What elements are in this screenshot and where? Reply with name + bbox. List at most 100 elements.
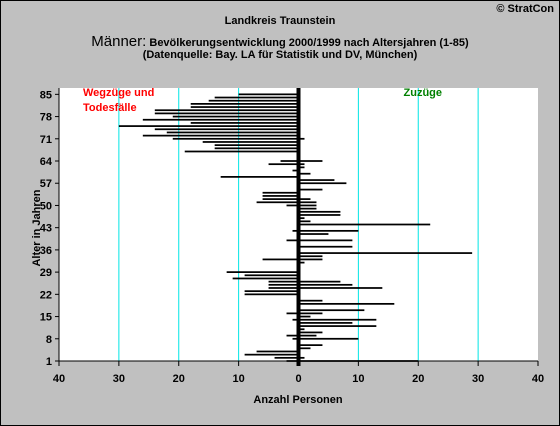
- inflow-bar: [298, 179, 335, 181]
- inflow-bar: [298, 229, 359, 232]
- y-tick-label: 1: [46, 356, 52, 368]
- x-tick-label: 0: [295, 373, 301, 385]
- inflow-bar: [298, 356, 305, 359]
- outflow-bar: [202, 141, 299, 143]
- x-tick-label: 20: [412, 373, 424, 385]
- inflow-bar: [298, 315, 311, 318]
- outflow-bar: [142, 134, 299, 137]
- x-tick-label: 30: [472, 373, 484, 385]
- outflow-bar: [292, 169, 299, 172]
- outflow-bar: [268, 163, 299, 166]
- y-tick-label: 15: [40, 312, 52, 324]
- x-axis-ticks: 40 30 20 10 0 10 20 30 40: [53, 360, 544, 385]
- outflow-bar: [256, 201, 299, 204]
- data-source-label: (Datenquelle: Bay. LA für Statistik und …: [142, 49, 418, 61]
- y-tick-label: 22: [40, 289, 52, 301]
- outflow-bar: [286, 239, 299, 242]
- outflow-bar: [172, 115, 299, 118]
- outflow-bar: [154, 128, 299, 131]
- inflow-bar: [298, 163, 305, 166]
- inflow-bar: [298, 239, 353, 242]
- outflow-bar: [274, 356, 299, 359]
- x-tick-label: 10: [352, 373, 364, 385]
- outflow-bar: [262, 258, 299, 261]
- inflow-bar: [298, 233, 329, 235]
- copyright-label: © StratCon: [496, 3, 554, 15]
- outflow-bar: [214, 144, 299, 147]
- inflow-bar: [298, 201, 317, 204]
- inflow-bar: [298, 322, 353, 324]
- inflow-bar: [298, 337, 359, 340]
- y-tick-label: 50: [40, 200, 52, 212]
- outflow-bar: [172, 137, 299, 140]
- inflow-bar: [298, 223, 431, 226]
- outflow-bar: [268, 287, 299, 289]
- inflow-bar: [298, 220, 311, 223]
- outflow-bar: [214, 147, 299, 150]
- outflow-bar: [244, 293, 299, 296]
- bars-group: [118, 93, 473, 362]
- y-tick-label: 57: [40, 178, 52, 190]
- inflow-bar: [298, 217, 305, 220]
- inflow-bar: [298, 283, 353, 286]
- outflow-bar: [238, 93, 299, 96]
- y-tick-label: 29: [40, 267, 52, 279]
- inflow-bar: [298, 299, 323, 302]
- outflow-bar: [244, 274, 299, 277]
- inflow-bar: [298, 207, 317, 210]
- outflow-bar: [268, 280, 299, 283]
- inflow-bar: [298, 160, 323, 162]
- inflow-bar: [298, 182, 347, 185]
- subtitle-prefix: Männer:: [91, 33, 147, 50]
- outflow-bar: [166, 131, 299, 134]
- y-tick-label: 78: [40, 112, 52, 124]
- x-axis-label: Anzahl Personen: [253, 394, 343, 406]
- annotation-right: Zuzüge: [404, 87, 443, 99]
- y-tick-label: 85: [40, 89, 52, 101]
- outflow-bar: [184, 150, 299, 153]
- y-tick-label: 43: [40, 223, 52, 235]
- inflow-bar: [298, 188, 323, 191]
- x-tick-label: 40: [532, 373, 544, 385]
- inflow-bar: [298, 214, 341, 216]
- x-tick-label: 10: [233, 373, 245, 385]
- outflow-bar: [232, 277, 299, 280]
- outflow-bar: [142, 118, 299, 121]
- inflow-bar: [298, 258, 323, 261]
- inflow-bar: [298, 312, 323, 315]
- inflow-bar: [298, 245, 353, 248]
- outflow-bar: [190, 102, 299, 105]
- subtitle-text: Bevölkerungsentwicklung 2000/1999 nach A…: [146, 37, 469, 49]
- outflow-bar: [154, 109, 299, 112]
- outflow-bar: [292, 318, 299, 321]
- outflow-bar: [118, 125, 299, 127]
- inflow-bar: [298, 210, 341, 213]
- annotation-left-line1: Wegzüge und: [83, 87, 154, 99]
- x-tick-label: 20: [173, 373, 185, 385]
- inflow-bar: [298, 252, 473, 254]
- outflow-bar: [190, 122, 299, 124]
- outflow-bar: [292, 229, 299, 232]
- inflow-bar: [298, 347, 311, 350]
- inflow-bar: [298, 166, 305, 169]
- inflow-bar: [298, 328, 305, 331]
- outflow-bar: [244, 290, 299, 293]
- outflow-bar: [268, 283, 299, 286]
- inflow-bar: [298, 204, 317, 207]
- inflow-bar: [298, 198, 311, 200]
- inflow-bar: [298, 287, 383, 289]
- y-axis-label: Alter in Jahren: [31, 189, 43, 267]
- y-axis-ticks: 1 8 15 22 29 36 43 50 57 64 71 78 85: [40, 88, 60, 368]
- y-tick-label: 64: [40, 156, 53, 168]
- outflow-bar: [220, 176, 299, 178]
- outflow-bar: [262, 195, 299, 197]
- outflow-bar: [286, 312, 299, 315]
- outflow-bar: [262, 198, 299, 200]
- outflow-bar: [154, 112, 299, 115]
- chart-subtitle: Männer: Bevölkerungsentwicklung 2000/199…: [0, 33, 560, 50]
- outflow-bar: [280, 160, 299, 162]
- inflow-bar: [298, 255, 323, 258]
- outflow-bar: [292, 337, 299, 340]
- outflow-bar: [256, 350, 299, 353]
